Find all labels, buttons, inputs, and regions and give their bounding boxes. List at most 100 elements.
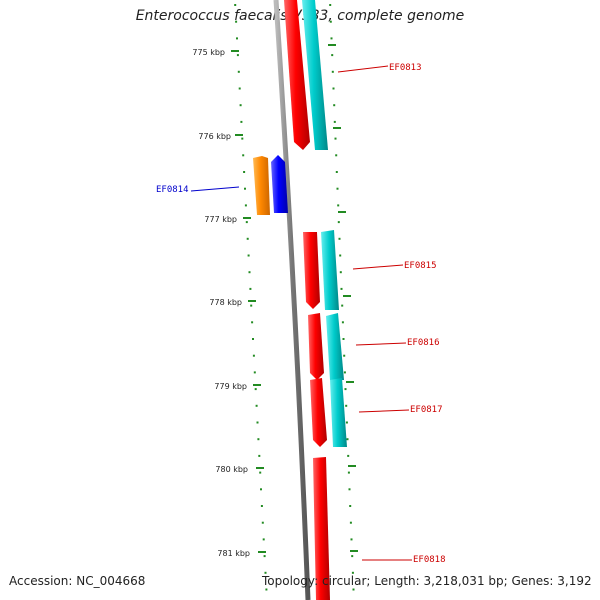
gene-ef0818-label[interactable]: EF0818 — [413, 555, 446, 565]
gene-ef0814[interactable]: EF0814 — [156, 155, 288, 215]
outer-tick-dot — [329, 20, 332, 23]
ruler-label-775: 775 kbp — [192, 48, 225, 57]
outer-tick-dot — [343, 354, 346, 357]
inner-tick-dot — [244, 187, 246, 190]
inner-tick-dot — [238, 87, 241, 90]
inner-tick-dot — [264, 571, 267, 574]
tick-dots — [234, 4, 355, 591]
outer-tick-dot — [341, 321, 344, 324]
outer-tick-dot — [339, 271, 342, 274]
gene-ef0816-reverse[interactable] — [326, 313, 344, 380]
outer-tick-dot — [347, 471, 350, 474]
outer-tick-dot — [352, 588, 355, 591]
gene-ef0818[interactable]: EF0818 — [313, 457, 446, 600]
inner-tick-dot — [242, 154, 245, 157]
inner-tick-dot — [249, 287, 252, 290]
inner-tick-dot — [234, 4, 237, 6]
outer-tick-dot — [329, 4, 332, 6]
outer-tick-dot — [347, 454, 350, 457]
outer-tick-dot — [349, 521, 352, 524]
outer-tick-dot — [342, 338, 345, 340]
gene-ef0816-label[interactable]: EF0816 — [407, 338, 440, 348]
ruler: 775 kbp 776 kbp 777 kbp 778 kbp 779 kbp … — [192, 48, 266, 558]
genome-backbone — [273, 0, 311, 600]
genome-summary-text: Topology: circular; Length: 3,218,031 bp… — [262, 574, 592, 588]
ruler-label-777: 777 kbp — [204, 215, 237, 224]
inner-tick-dot — [265, 588, 268, 591]
gene-ef0815-label[interactable]: EF0815 — [404, 261, 437, 271]
inner-tick-dot — [251, 321, 254, 324]
gene-ef0814-label[interactable]: EF0814 — [156, 185, 189, 195]
inner-tick-dot — [241, 137, 244, 140]
inner-tick-dot — [245, 221, 248, 224]
outer-tick-dot — [338, 237, 341, 240]
inner-tick-dot — [254, 388, 257, 391]
outer-tick-dot — [345, 421, 348, 424]
ruler-label-779: 779 kbp — [214, 382, 247, 391]
outer-tick-dot — [344, 388, 347, 391]
inner-tick-dot — [255, 404, 258, 407]
outer-tick-dot — [343, 371, 346, 374]
inner-tick-dot — [262, 538, 265, 541]
gene-ef0815-reverse[interactable] — [321, 230, 339, 310]
gene-ef0816-leader — [355, 342, 407, 346]
outer-tick-dot — [331, 70, 334, 73]
inner-tick-dot — [248, 271, 251, 274]
gene-ef0817-forward[interactable] — [310, 378, 327, 447]
outer-tick-dot — [340, 287, 343, 290]
ruler-label-776: 776 kbp — [198, 132, 231, 141]
gene-ef0818-forward[interactable] — [313, 457, 330, 600]
outer-tick-dot — [337, 221, 340, 224]
inner-tick-dot — [236, 54, 239, 57]
gene-ef0815[interactable]: EF0815 — [303, 230, 437, 310]
gene-ef0817-reverse[interactable] — [330, 378, 347, 447]
gene-ef0813[interactable]: EF0813 — [284, 0, 422, 150]
gene-ef0817-label[interactable]: EF0817 — [410, 405, 443, 415]
inner-tick-dot — [252, 338, 254, 340]
inner-tick-dot — [236, 37, 238, 40]
inner-tick-dot — [235, 20, 238, 23]
genome-title: Enterococcus faecalis V583, complete gen… — [135, 8, 465, 24]
ruler-label-778: 778 kbp — [209, 298, 242, 307]
inner-tick-dot — [246, 237, 249, 240]
outer-tick-dot — [351, 555, 354, 558]
inner-tick-dot — [258, 454, 261, 457]
outer-tick-dot — [350, 538, 353, 541]
outer-tick-dot — [333, 120, 336, 123]
inner-tick-dot — [263, 555, 266, 558]
outer-tick-dot — [334, 137, 337, 140]
outer-tick-dot — [349, 505, 352, 507]
outer-tick-dot — [351, 571, 354, 574]
gene-ef0816[interactable]: EF0816 — [308, 313, 440, 380]
gene-ef0813-reverse[interactable] — [302, 0, 328, 150]
outer-tick-dot — [346, 438, 349, 441]
ruler-label-780: 780 kbp — [215, 465, 248, 474]
inner-tick-dot — [239, 104, 242, 107]
gene-ef0815-leader — [352, 264, 404, 270]
inner-tick-dot — [247, 254, 250, 257]
outer-tick-dot — [331, 54, 334, 57]
accession-text: Accession: NC_004668 — [9, 574, 146, 588]
inner-tick-dot — [259, 471, 262, 474]
inner-tick-dot — [260, 488, 262, 491]
outer-tick-dot — [339, 254, 342, 257]
gene-ef0817[interactable]: EF0817 — [310, 378, 443, 447]
inner-tick-dot — [244, 204, 247, 207]
gene-ef0813-label[interactable]: EF0813 — [389, 63, 422, 73]
inner-tick-dot — [237, 70, 240, 73]
inner-tick-dot — [256, 421, 259, 424]
outer-tick-dot — [341, 304, 344, 307]
gene-ef0815-forward[interactable] — [303, 232, 320, 309]
outer-tick-dot — [335, 171, 338, 173]
inner-tick-dot — [261, 521, 264, 524]
gene-ef0816-forward[interactable] — [308, 313, 324, 380]
outer-tick-dot — [337, 204, 340, 207]
outer-tick-dot — [336, 187, 339, 190]
gene-ef0817-leader — [358, 409, 410, 413]
inner-tick-dot — [243, 171, 246, 173]
gene-ef0813-forward[interactable] — [284, 0, 310, 150]
outer-tick-dot — [345, 404, 348, 407]
gene-ef0814-orange[interactable] — [253, 156, 270, 215]
gene-ef0814-blue[interactable] — [271, 155, 288, 213]
